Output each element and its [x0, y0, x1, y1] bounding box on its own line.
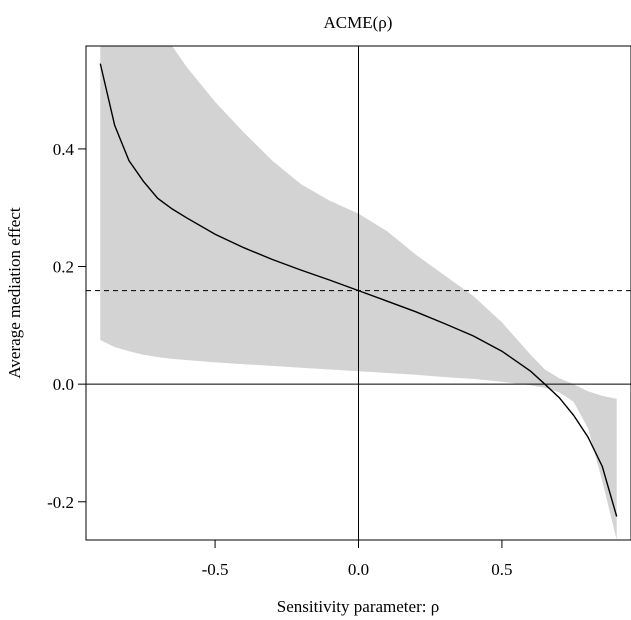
y-tick-label: 0.2 — [53, 258, 74, 277]
plot-frame — [85, 45, 631, 541]
y-axis-label: Average mediation effect — [5, 207, 24, 378]
y-tick-label: 0.4 — [53, 140, 75, 159]
y-tick-label: 0.0 — [53, 375, 74, 394]
x-tick-label: 0.5 — [491, 560, 512, 579]
x-axis-label: Sensitivity parameter: ρ — [277, 597, 439, 616]
x-tick-label: -0.5 — [202, 560, 229, 579]
x-tick-label: 0.0 — [348, 560, 369, 579]
acme-line — [99, 63, 618, 517]
y-tick-label: -0.2 — [47, 493, 74, 512]
chart-title: ACME(ρ) — [324, 13, 393, 32]
